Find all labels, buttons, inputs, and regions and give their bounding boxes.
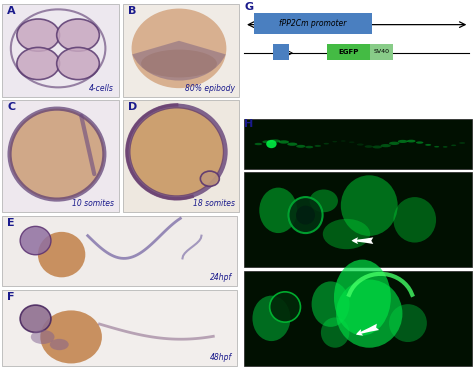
Ellipse shape (321, 318, 349, 348)
Ellipse shape (373, 146, 382, 149)
Bar (244, 271, 472, 366)
Ellipse shape (324, 143, 329, 144)
Text: C: C (7, 102, 15, 112)
Ellipse shape (398, 140, 408, 143)
Ellipse shape (20, 305, 51, 332)
Bar (2, 290, 237, 366)
Text: fPP2Cm promoter: fPP2Cm promoter (279, 19, 346, 28)
Ellipse shape (40, 310, 102, 363)
Ellipse shape (451, 144, 456, 146)
Text: EGFP: EGFP (338, 49, 358, 55)
Ellipse shape (305, 146, 313, 148)
Ellipse shape (365, 145, 373, 148)
Ellipse shape (255, 143, 262, 145)
Ellipse shape (311, 281, 349, 327)
Bar (2, 216, 237, 286)
Bar (244, 119, 472, 169)
Ellipse shape (341, 140, 346, 142)
Text: B: B (128, 6, 137, 16)
Ellipse shape (57, 19, 100, 51)
Ellipse shape (141, 50, 217, 77)
Ellipse shape (357, 144, 364, 146)
Bar (370, 44, 393, 60)
Ellipse shape (289, 197, 323, 233)
Ellipse shape (20, 226, 51, 255)
Text: F: F (7, 292, 15, 302)
Ellipse shape (434, 146, 439, 147)
Text: 48hpf: 48hpf (210, 353, 232, 362)
Text: 80% epibody: 80% epibody (185, 84, 235, 93)
Bar (123, 4, 239, 97)
Ellipse shape (17, 19, 60, 51)
Ellipse shape (389, 142, 400, 145)
Ellipse shape (341, 175, 398, 236)
Text: E: E (7, 218, 15, 228)
Ellipse shape (129, 107, 224, 197)
Ellipse shape (323, 219, 370, 249)
Bar (2, 100, 118, 212)
Ellipse shape (132, 9, 227, 88)
Ellipse shape (279, 140, 289, 144)
Ellipse shape (314, 145, 321, 147)
Bar (244, 172, 472, 267)
Ellipse shape (296, 145, 305, 148)
Ellipse shape (262, 140, 271, 143)
Ellipse shape (259, 188, 297, 233)
Ellipse shape (201, 171, 219, 186)
Ellipse shape (57, 47, 100, 80)
Ellipse shape (31, 330, 55, 344)
Ellipse shape (17, 47, 60, 80)
Bar (254, 13, 372, 34)
Bar (123, 100, 239, 212)
Ellipse shape (334, 260, 391, 335)
Text: 24hpf: 24hpf (210, 273, 232, 282)
Ellipse shape (38, 232, 85, 277)
Text: 18 somites: 18 somites (192, 199, 235, 208)
Ellipse shape (310, 190, 338, 212)
Ellipse shape (270, 292, 301, 322)
Text: H: H (244, 119, 254, 129)
Ellipse shape (389, 304, 427, 342)
Ellipse shape (332, 141, 337, 143)
Bar (2, 4, 118, 97)
Ellipse shape (266, 140, 277, 148)
Text: A: A (7, 6, 16, 16)
Ellipse shape (349, 141, 355, 143)
Ellipse shape (336, 280, 402, 348)
Ellipse shape (287, 143, 297, 146)
Ellipse shape (416, 141, 423, 144)
Ellipse shape (296, 205, 315, 224)
Bar (327, 44, 370, 60)
Text: SV40: SV40 (374, 49, 390, 55)
Ellipse shape (393, 197, 436, 243)
Ellipse shape (407, 140, 416, 143)
FancyArrowPatch shape (81, 116, 94, 174)
Ellipse shape (425, 144, 431, 146)
Ellipse shape (253, 296, 291, 341)
Ellipse shape (9, 109, 104, 200)
Wedge shape (132, 41, 226, 81)
Text: 10 somites: 10 somites (72, 199, 114, 208)
Text: D: D (128, 102, 137, 112)
Text: 4-cells: 4-cells (89, 84, 114, 93)
Text: G: G (244, 2, 253, 12)
Ellipse shape (459, 142, 465, 144)
Bar (273, 44, 289, 60)
Ellipse shape (270, 139, 280, 143)
Ellipse shape (443, 146, 447, 148)
Ellipse shape (50, 339, 69, 350)
Ellipse shape (381, 144, 391, 147)
